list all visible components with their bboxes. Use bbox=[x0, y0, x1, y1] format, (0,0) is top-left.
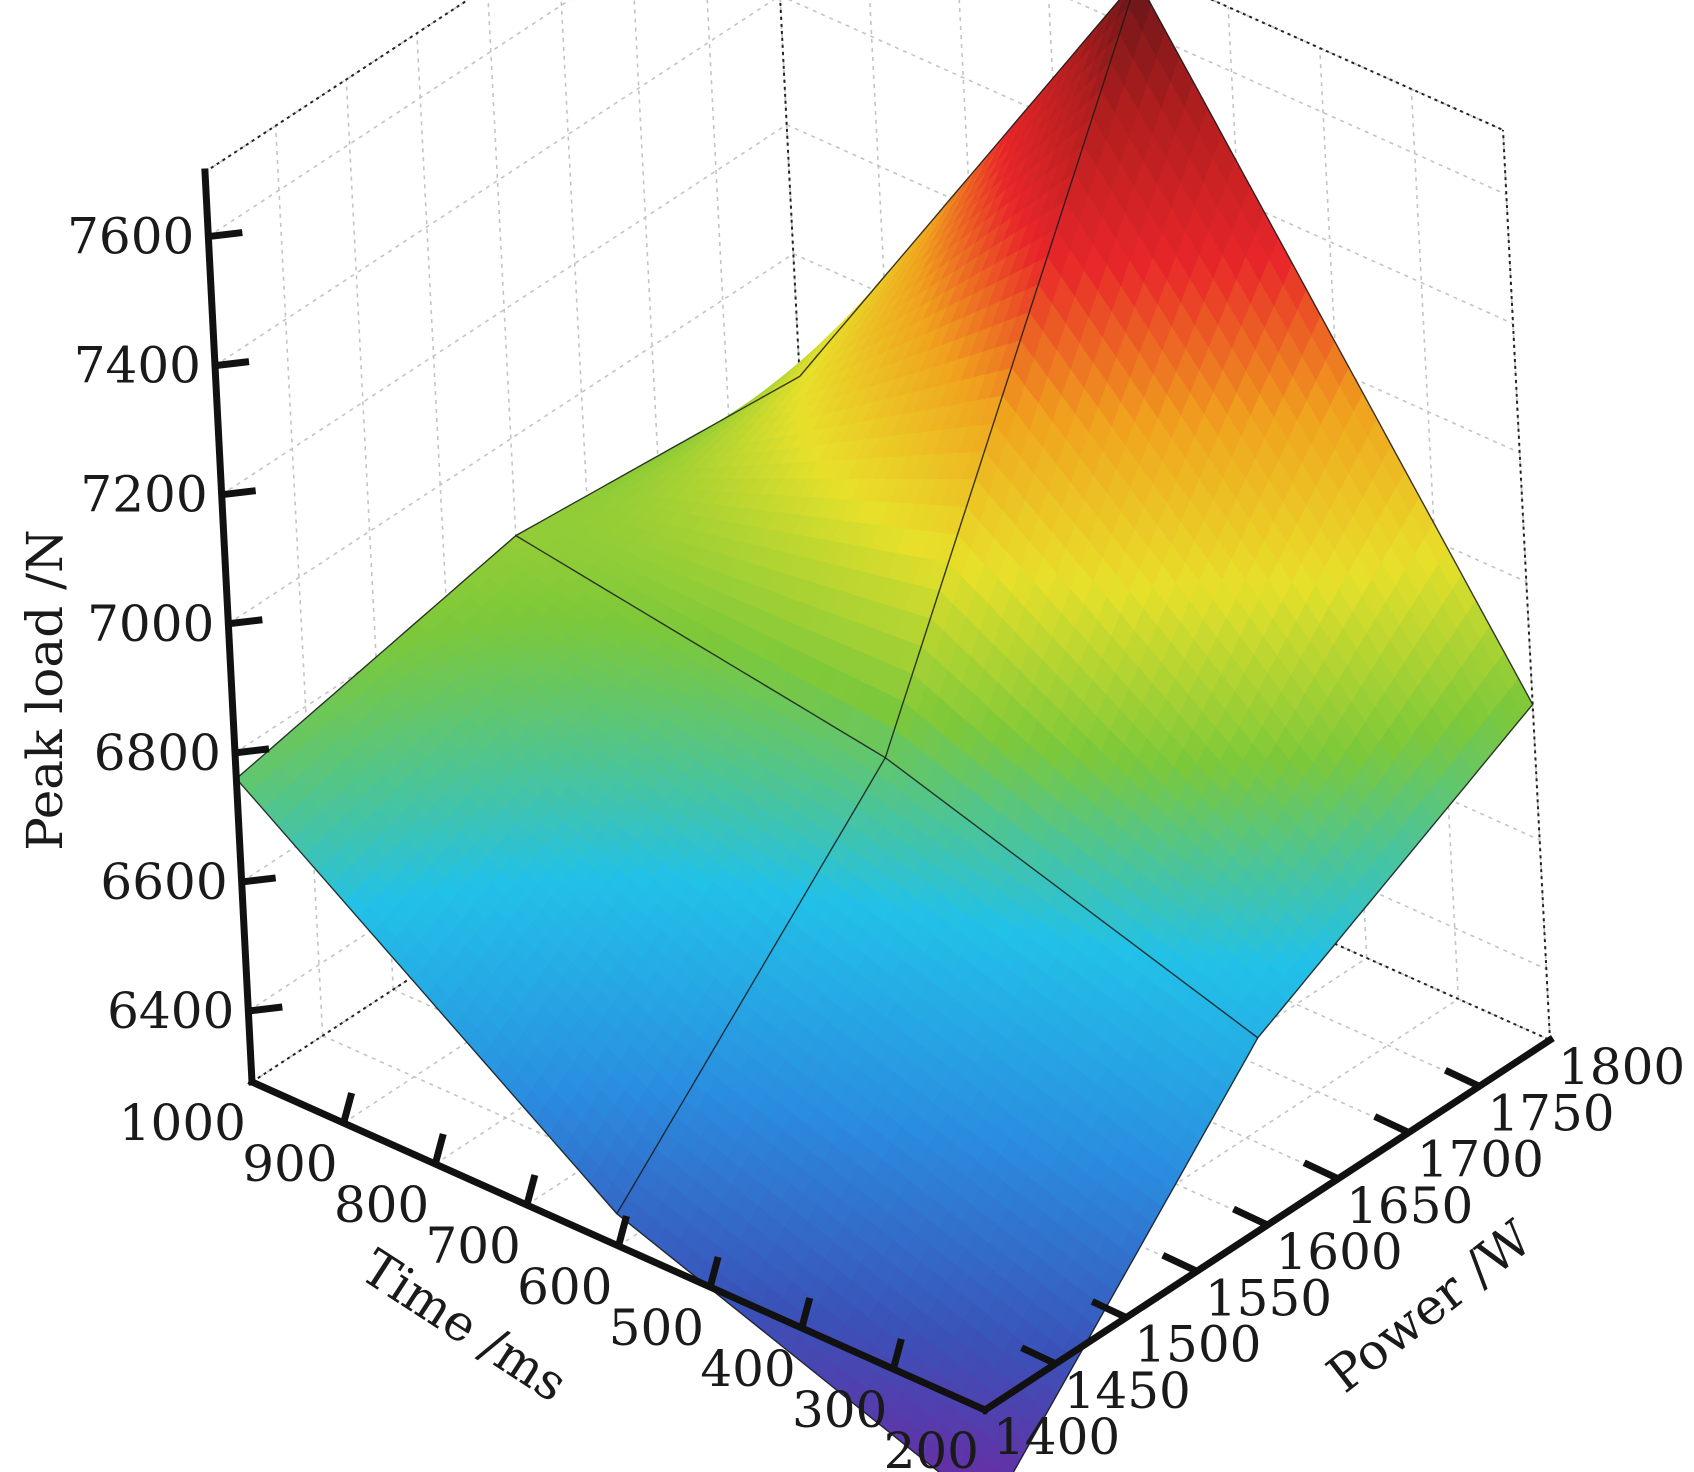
surface-patch bbox=[993, 1468, 1001, 1472]
z-axis-title: Peak load /N bbox=[16, 529, 74, 850]
z-axis-line bbox=[201, 168, 256, 1086]
wall-grid-line bbox=[207, 0, 571, 238]
frame-edge bbox=[204, 0, 470, 173]
wall-grid-line bbox=[787, 0, 1514, 325]
y-tick-label: 1700 bbox=[1417, 1131, 1544, 1189]
wall-grid-line bbox=[204, 0, 470, 173]
x-tick-label: 300 bbox=[792, 1381, 887, 1439]
z-tick-label: 6400 bbox=[107, 982, 234, 1040]
z-tick-mark bbox=[207, 229, 243, 241]
wall-grid-line bbox=[1227, 6, 1276, 918]
z-tick-mark bbox=[221, 487, 257, 499]
wall-grid-line bbox=[958, 0, 1002, 795]
y-tick-mark bbox=[1232, 1205, 1269, 1229]
frame-edge bbox=[779, 0, 818, 713]
y-tick-label: 1500 bbox=[1134, 1316, 1261, 1374]
x-tick-label: 700 bbox=[425, 1217, 520, 1275]
wall-grid-line bbox=[416, 33, 465, 944]
x-tick-label: 200 bbox=[884, 1422, 979, 1472]
axes: 6400 6600 6800 7000 7200 7400 7600 100090080070… bbox=[67, 168, 1685, 1472]
y-tick-mark bbox=[1373, 1113, 1411, 1136]
y-tick-label: 1750 bbox=[1487, 1084, 1614, 1142]
surface-patch bbox=[955, 1463, 971, 1472]
y-tick-label: 1650 bbox=[1346, 1177, 1473, 1235]
wall-grid-line bbox=[786, 123, 1520, 454]
x-tick-label: 400 bbox=[700, 1340, 795, 1398]
wall-grid-line bbox=[214, 0, 775, 367]
z-tick-mark bbox=[227, 616, 263, 628]
wall-grid-line bbox=[1069, 0, 1507, 196]
y-tick-mark bbox=[1443, 1067, 1481, 1090]
z-tick-mark bbox=[247, 1003, 283, 1015]
y-tick-label: 1400 bbox=[993, 1408, 1120, 1466]
floor-grid-line bbox=[746, 757, 1480, 1087]
x-tick-label: 800 bbox=[334, 1176, 429, 1234]
surface-mesh-line bbox=[235, 778, 941, 1472]
wall-grid-line bbox=[1318, 47, 1368, 959]
surface-mesh bbox=[235, 0, 1534, 1472]
wall-grid-line bbox=[345, 79, 395, 990]
z-tick-label: 7200 bbox=[80, 466, 207, 524]
x-tick-label: 1000 bbox=[119, 1094, 246, 1152]
wall-grid-line bbox=[813, 640, 1547, 970]
x-tick-label: 900 bbox=[242, 1135, 337, 1193]
x-tick-label: 500 bbox=[609, 1299, 704, 1357]
z-tick-label: 7000 bbox=[87, 595, 214, 653]
y-tick-label: 1450 bbox=[1064, 1362, 1191, 1420]
z-tick-mark bbox=[241, 874, 277, 886]
z-tick-label: 6800 bbox=[94, 724, 221, 782]
wall-grid-line bbox=[560, 0, 606, 851]
x-tick-mark bbox=[889, 1338, 905, 1370]
y-tick-mark bbox=[1020, 1344, 1058, 1367]
wall-grid-line bbox=[1210, 0, 1504, 131]
z-tick-mark bbox=[214, 358, 250, 370]
y-tick-mark bbox=[1090, 1298, 1128, 1321]
wall-grid-line bbox=[487, 0, 536, 898]
wall-grid-line bbox=[1410, 88, 1460, 1000]
wall-grid-line bbox=[1502, 129, 1551, 1041]
y-tick-mark bbox=[1302, 1159, 1340, 1182]
z-tick-label: 6600 bbox=[100, 853, 227, 911]
frame-edge bbox=[1502, 129, 1551, 1041]
y-tick-label: 1550 bbox=[1205, 1269, 1332, 1327]
surface-mesh-line bbox=[515, 534, 1259, 1039]
wall-grid-line bbox=[274, 125, 324, 1036]
z-tick-mark bbox=[234, 745, 270, 757]
x-tick-mark bbox=[431, 1133, 447, 1165]
x-tick-mark bbox=[615, 1215, 630, 1247]
floor-grid-line bbox=[675, 803, 1410, 1134]
z-tick-label: 7400 bbox=[74, 337, 201, 395]
wall-grid-line bbox=[1047, 0, 1093, 836]
x-tick-label: 600 bbox=[517, 1258, 612, 1316]
wall-grid-line bbox=[633, 0, 677, 805]
surface-mesh-line bbox=[799, 0, 1534, 705]
y-tick-label: 1800 bbox=[1558, 1038, 1685, 1096]
x-tick-mark bbox=[706, 1256, 722, 1288]
x-tick-mark bbox=[798, 1297, 814, 1329]
x-tick-mark bbox=[523, 1174, 539, 1206]
y-tick-mark bbox=[1161, 1252, 1199, 1275]
x-tick-mark bbox=[340, 1092, 356, 1124]
floor-grid-line bbox=[816, 711, 1551, 1041]
floor-grid-line bbox=[604, 850, 1339, 1180]
z-tick-label: 7600 bbox=[67, 208, 194, 266]
y-tick-label: 1600 bbox=[1276, 1223, 1403, 1281]
